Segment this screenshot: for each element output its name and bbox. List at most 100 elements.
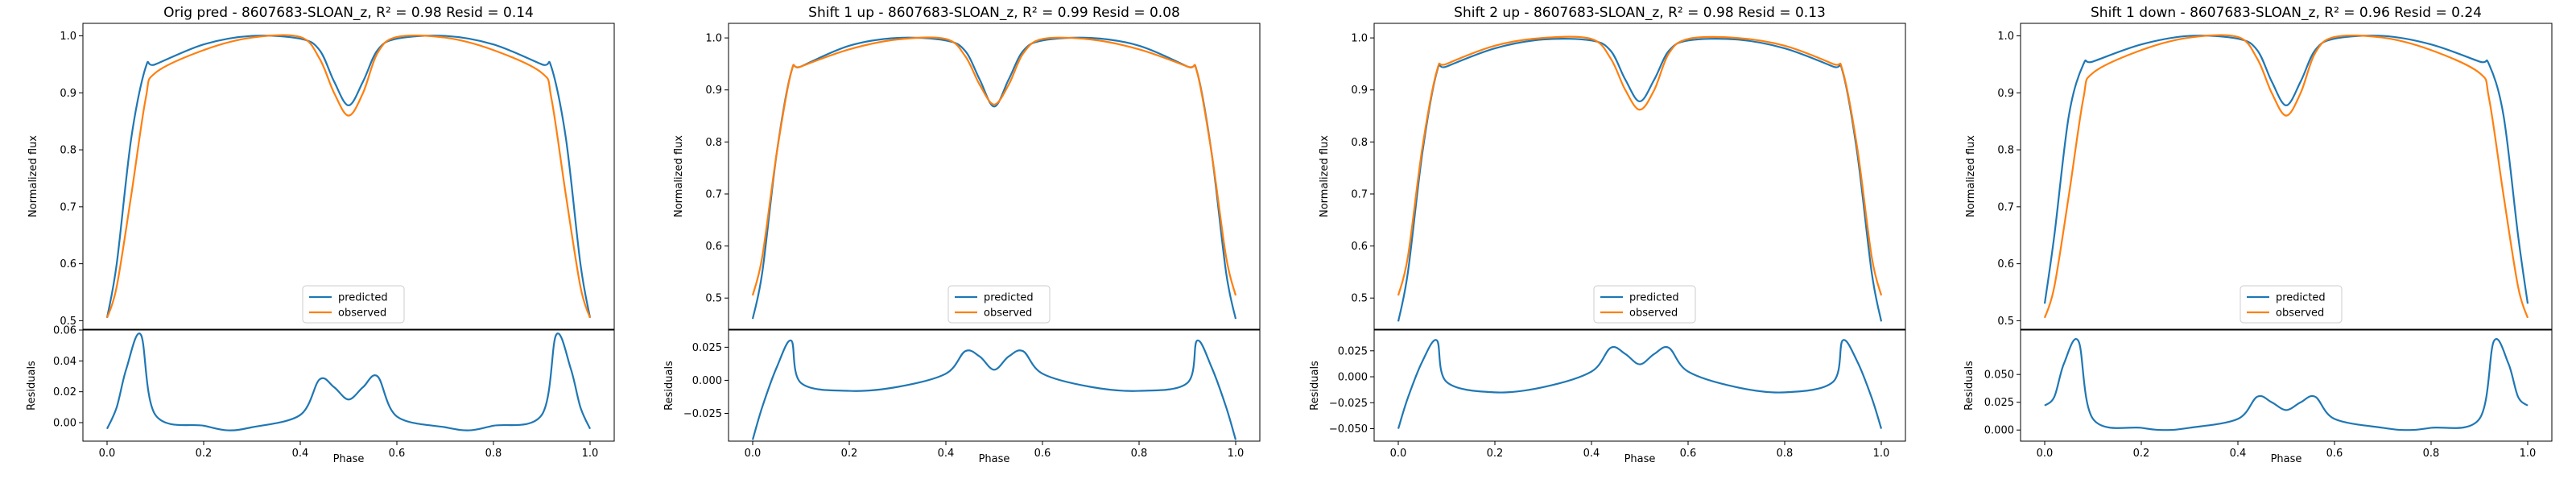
flux-ytick-label: 0.7 xyxy=(60,201,76,213)
flux-axes-frame xyxy=(82,23,615,330)
flux-ytick-label: 0.7 xyxy=(1997,201,2014,213)
observed-series-line xyxy=(1397,35,1883,296)
panel-title: Shift 1 down - 8607683-SLOAN_z, R² = 0.9… xyxy=(2091,5,2482,21)
flux-ytick-label: 0.5 xyxy=(705,293,722,305)
x-axis-label: Phase xyxy=(1624,453,1656,465)
flux-ytick-label: 0.9 xyxy=(60,88,76,100)
xtick-label: 1.0 xyxy=(2520,448,2537,460)
flux-ytick-label: 1.0 xyxy=(705,33,722,45)
residual-ytick-label: 0.000 xyxy=(692,375,722,387)
flux-y-axis-label: Normalized flux xyxy=(27,135,39,217)
flux-ytick-label: 0.6 xyxy=(1351,241,1368,253)
xtick-label: 0.0 xyxy=(2037,448,2054,460)
flux-ytick-label: 1.0 xyxy=(60,31,76,43)
residual-ytick-label: 0.000 xyxy=(1338,372,1368,384)
flux-ytick-label: 0.7 xyxy=(1351,188,1368,200)
legend-label-observed: observed xyxy=(338,308,386,320)
legend-label-predicted: predicted xyxy=(338,292,388,304)
xtick-label: 0.6 xyxy=(1034,448,1051,460)
xtick-label: 0.0 xyxy=(1390,448,1407,460)
panel-1: Orig pred - 8607683-SLOAN_z, R² = 0.98 R… xyxy=(26,5,615,465)
flux-axes-frame xyxy=(1373,23,1906,330)
x-axis-label: Phase xyxy=(979,453,1010,465)
residual-ytick-label: −0.050 xyxy=(1329,423,1368,436)
flux-axes-frame xyxy=(728,23,1261,330)
residual-ytick-label: 0.00 xyxy=(53,418,76,430)
xtick-label: 0.8 xyxy=(1777,448,1794,460)
predicted-series-line xyxy=(2043,35,2529,304)
flux-ytick-label: 0.9 xyxy=(705,85,722,97)
xtick-label: 0.0 xyxy=(99,448,116,460)
xtick-label: 0.2 xyxy=(196,448,213,460)
residual-ytick-label: 0.000 xyxy=(1984,425,2014,437)
legend-label-predicted: predicted xyxy=(984,292,1034,304)
flux-axes-frame xyxy=(2020,23,2553,330)
legend-label-predicted: predicted xyxy=(2276,292,2326,304)
flux-ytick-label: 0.5 xyxy=(1351,293,1368,305)
panel-title: Shift 2 up - 8607683-SLOAN_z, R² = 0.98 … xyxy=(1454,5,1826,21)
predicted-series-line xyxy=(1397,38,1883,322)
flux-ytick-label: 1.0 xyxy=(1351,33,1368,45)
flux-ytick-label: 0.6 xyxy=(705,241,722,253)
legend-box xyxy=(947,285,1051,324)
panel-title: Shift 1 up - 8607683-SLOAN_z, R² = 0.99 … xyxy=(808,5,1180,21)
predicted-series-line xyxy=(105,35,592,319)
xtick-label: 0.4 xyxy=(2230,448,2247,460)
flux-ytick-label: 0.8 xyxy=(1997,145,2014,157)
flux-ytick-label: 0.5 xyxy=(1997,316,2014,328)
xtick-label: 0.4 xyxy=(938,448,955,460)
residual-ytick-label: 0.02 xyxy=(53,386,76,398)
predicted-series-line xyxy=(751,36,1237,320)
flux-ytick-label: 0.9 xyxy=(1351,85,1368,97)
legend-label-observed: observed xyxy=(984,308,1032,320)
flux-ytick-label: 0.8 xyxy=(60,145,76,157)
flux-y-axis-label: Normalized flux xyxy=(1319,135,1331,217)
residual-ytick-label: −0.025 xyxy=(1329,398,1368,410)
residual-y-axis-label: Residuals xyxy=(1309,361,1321,411)
residual-ytick-label: 0.04 xyxy=(53,356,76,368)
observed-series-line xyxy=(751,36,1237,296)
residual-axes-frame xyxy=(2020,329,2553,442)
flux-ytick-label: 0.7 xyxy=(705,188,722,200)
legend: predicted observed xyxy=(302,285,405,324)
x-axis-label: Phase xyxy=(2271,453,2302,465)
residual-series-line xyxy=(751,339,1237,440)
xtick-label: 0.6 xyxy=(2326,448,2343,460)
flux-ytick-label: 0.8 xyxy=(1351,137,1368,149)
legend: predicted observed xyxy=(947,285,1051,324)
residual-ytick-label: 0.06 xyxy=(53,325,76,337)
xtick-label: 0.2 xyxy=(841,448,858,460)
residual-axes-frame xyxy=(82,329,615,442)
panel-title: Orig pred - 8607683-SLOAN_z, R² = 0.98 R… xyxy=(163,5,534,21)
flux-ytick-label: 0.8 xyxy=(705,137,722,149)
x-axis-label: Phase xyxy=(333,453,365,465)
xtick-label: 0.6 xyxy=(389,448,406,460)
flux-y-axis-label: Normalized flux xyxy=(673,135,685,217)
legend: predicted observed xyxy=(1593,285,1696,324)
xtick-label: 0.8 xyxy=(2423,448,2440,460)
flux-ytick-label: 1.0 xyxy=(1997,31,2014,43)
flux-ytick-label: 0.5 xyxy=(60,316,76,328)
residual-axes-frame xyxy=(1373,329,1906,442)
flux-ytick-label: 0.6 xyxy=(60,258,76,270)
xtick-label: 0.4 xyxy=(1583,448,1600,460)
residual-series-line xyxy=(2044,338,2529,431)
residual-ytick-label: 0.025 xyxy=(1338,345,1368,357)
residual-ytick-label: 0.025 xyxy=(692,342,722,354)
legend-box xyxy=(1593,285,1696,324)
observed-series-line xyxy=(105,34,592,319)
residual-series-line xyxy=(1397,339,1883,429)
residual-axes-frame xyxy=(728,329,1261,442)
xtick-label: 0.4 xyxy=(292,448,309,460)
flux-ytick-label: 0.6 xyxy=(1997,258,2014,270)
flux-y-axis-label: Normalized flux xyxy=(1965,135,1977,217)
xtick-label: 1.0 xyxy=(1873,448,1890,460)
panel-2: Shift 1 up - 8607683-SLOAN_z, R² = 0.99 … xyxy=(663,5,1261,465)
xtick-label: 0.0 xyxy=(745,448,762,460)
xtick-label: 0.2 xyxy=(2133,448,2150,460)
xtick-label: 0.6 xyxy=(1680,448,1697,460)
residual-ytick-label: 0.050 xyxy=(1984,369,2014,382)
residual-y-axis-label: Residuals xyxy=(1963,361,1975,411)
legend: predicted observed xyxy=(2240,285,2343,324)
